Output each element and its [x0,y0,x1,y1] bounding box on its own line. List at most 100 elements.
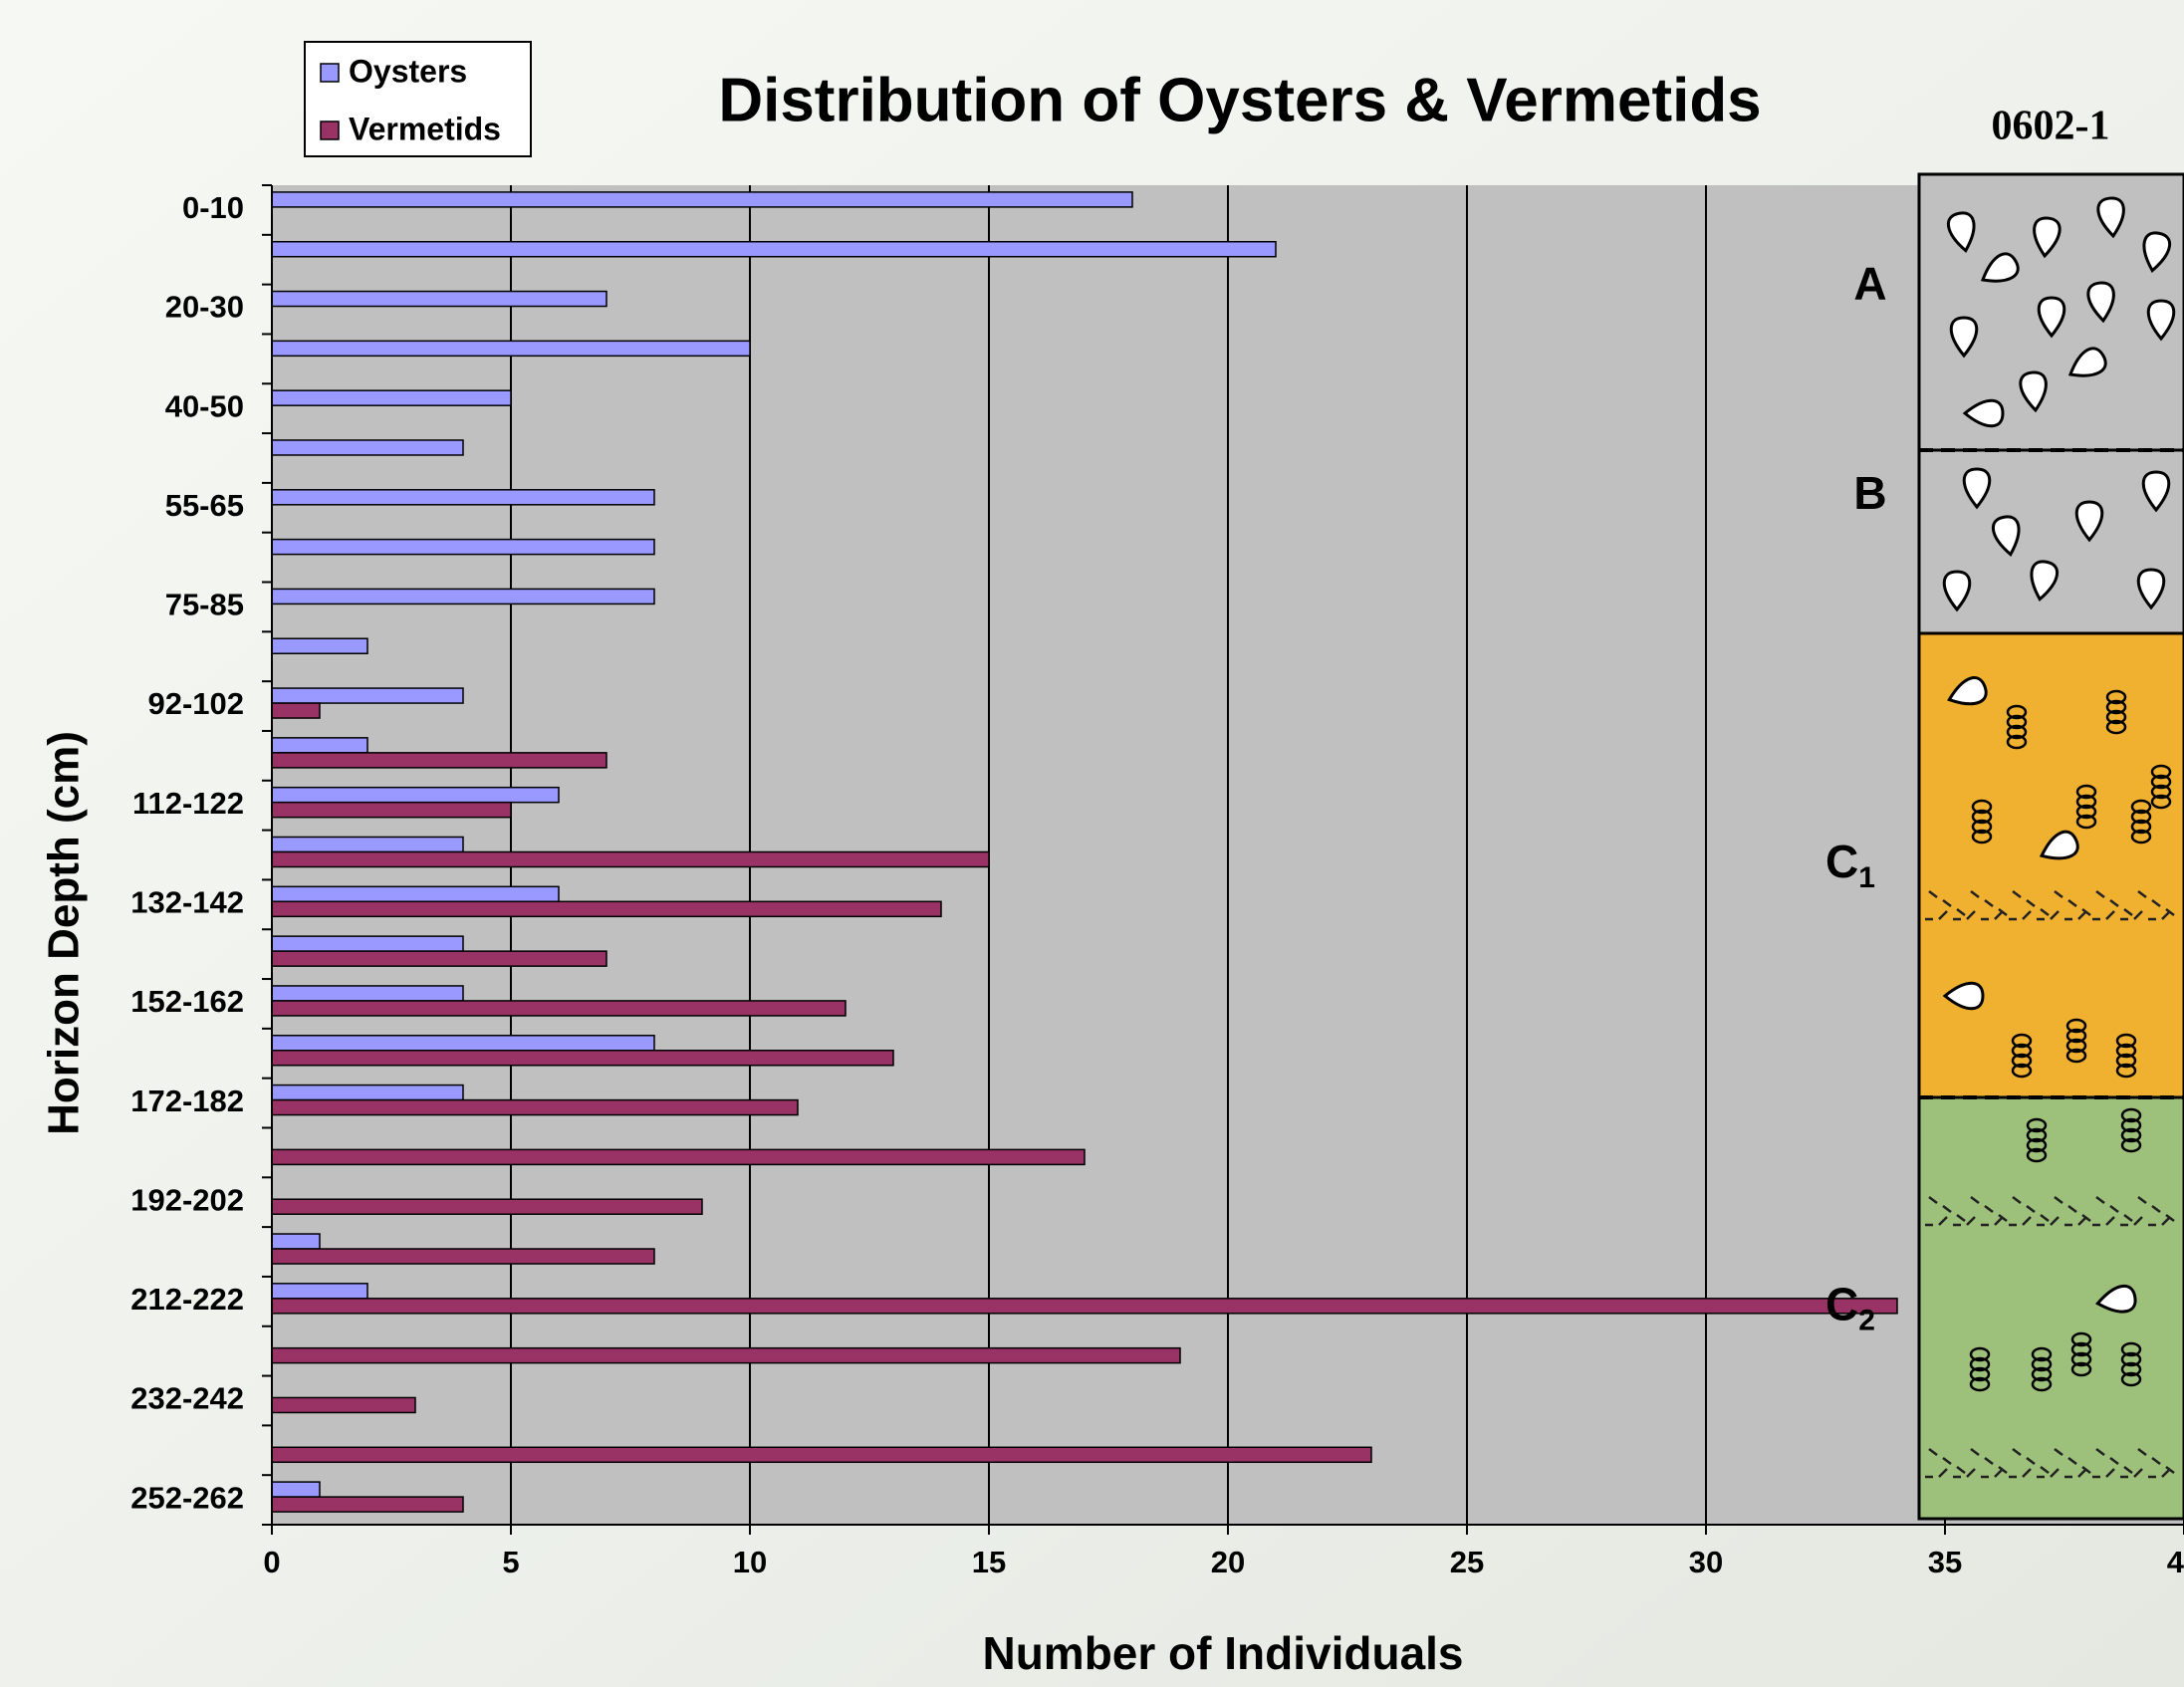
bar [271,588,655,605]
sediment-mark [2050,1216,2060,1226]
x-tick-label: 10 [733,1545,767,1579]
oyster-icon [2142,231,2171,273]
sediment-mark [2123,908,2133,916]
sediment-mark [1970,1448,1980,1456]
layer-label: B [1853,467,1886,519]
vermetid-icon [2065,1048,2087,1064]
sediment-mark [2133,1216,2143,1226]
sediment-mark [2161,910,2171,920]
vermetid-icon [2120,1361,2142,1377]
sediment-mark [1970,890,1980,898]
sediment-mark [2054,890,2063,898]
vermetid-icon [2006,724,2028,740]
sediment-mark [2077,1468,2087,1478]
y-tick-label: 132-142 [130,885,244,920]
bar [271,985,464,1002]
oyster-icon [2136,568,2166,610]
sediment-mark [1970,1196,1980,1204]
vermetid-icon [2130,829,2152,844]
sediment-mark [2026,1205,2036,1213]
sediment-mark [2123,1214,2133,1222]
sediment-mark [2161,1216,2171,1226]
x-tick-label: 5 [502,1545,519,1579]
sediment-mark [2040,1214,2050,1222]
oyster-icon [2033,216,2062,259]
sediment-mark [2077,1216,2087,1226]
bar [271,240,1277,258]
vermetid-icon [2130,819,2152,835]
y-tick-label: 20-30 [165,290,244,325]
vermetid-icon [2115,1043,2137,1059]
oyster-icon [1947,676,1988,706]
x-tick-label: 15 [972,1545,1006,1579]
sediment-mark [2054,1448,2063,1456]
sediment-mark [1942,1457,1952,1465]
bar [271,1298,1898,1315]
vermetid-icon [2006,704,2028,720]
y-tick-label: 252-262 [130,1480,244,1515]
vermetid-icon [2115,1033,2137,1049]
oyster-icon [2037,296,2066,339]
sediment-mark [2161,1468,2171,1478]
vermetid-icon [2026,1147,2048,1163]
oyster-icon [1947,211,1976,253]
sediment-mark [2022,910,2032,920]
oyster-icon [2067,347,2107,377]
vermetid-icon [2031,1346,2053,1362]
vermetid-icon [2026,1127,2048,1143]
y-tick-label: 0-10 [182,190,244,225]
sediment-mark [2040,1466,2050,1474]
vermetid-icon [2120,1127,2142,1143]
sediment-mark [1966,1216,1976,1226]
vermetid-icon [1969,1366,1991,1382]
bar [271,900,942,918]
sediment-mark [1994,1468,2004,1478]
sediment-mark [1928,1196,1938,1204]
oyster-icon [2019,370,2048,413]
bar [271,786,560,804]
bar [271,935,464,952]
layer-label-text: C [1825,1279,1858,1330]
bar [271,389,512,406]
vermetid-icon [2115,1053,2137,1069]
sediment-mark [1956,1466,1966,1474]
sediment-mark [2123,1466,2133,1474]
vermetid-icon [2075,814,2097,830]
vermetid-icon [1971,819,1993,835]
legend-swatch [320,120,340,140]
y-tick-label: 55-65 [165,488,244,523]
sediment-mark [1956,1214,1966,1222]
sediment-mark [2040,908,2050,916]
sediment-mark [2109,1457,2119,1465]
sediment-mark [1942,1205,1952,1213]
bar [271,1050,894,1067]
oyster-icon [2096,196,2125,239]
sediment-mark [2050,910,2060,920]
sediment-mark [2151,1205,2161,1213]
bar [271,489,655,506]
sediment-mark [2133,1468,2143,1478]
sediment-mark [2109,899,2119,907]
sediment-mark [2095,890,2105,898]
y-tick-label: 40-50 [165,388,244,423]
sediment-mark [2105,1216,2115,1226]
vermetid-icon [2150,764,2172,780]
sediment-mark [2137,1196,2147,1204]
bar [271,1481,321,1498]
vermetid-icon [2031,1356,2053,1372]
sediment-mark [1984,1205,1994,1213]
oyster-icon [1942,570,1972,612]
bar [271,637,368,654]
sediment-mark [2067,899,2077,907]
vermetid-icon [2075,794,2097,810]
sediment-mark [2026,1457,2036,1465]
bar [271,1000,847,1017]
x-axis-label: Number of Individuals [982,1627,1463,1679]
sediment-mark [1942,899,1952,907]
bar [271,439,464,456]
vermetid-icon [2070,1351,2092,1367]
vermetid-icon [2120,1351,2142,1367]
sediment-mark [2151,1457,2161,1465]
legend-swatch [320,63,340,83]
